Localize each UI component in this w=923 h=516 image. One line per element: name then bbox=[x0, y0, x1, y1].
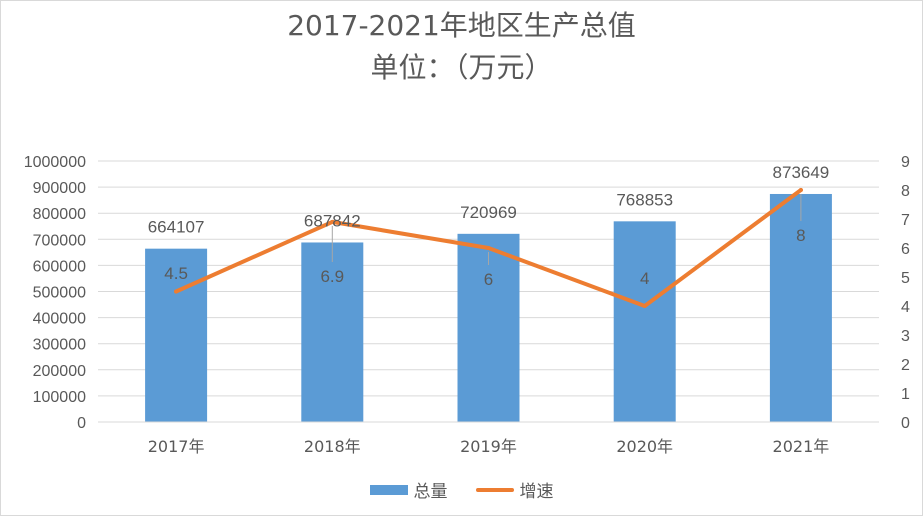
line-point bbox=[642, 304, 647, 308]
bar bbox=[613, 221, 676, 422]
y-right-tick-label: 9 bbox=[901, 154, 910, 171]
x-tick-label: 2019年 bbox=[460, 437, 517, 456]
y-right-tick-label: 4 bbox=[901, 299, 910, 316]
y-right-tick-label: 0 bbox=[901, 415, 910, 432]
bar-data-label: 664107 bbox=[148, 218, 205, 237]
line-data-label: 6.9 bbox=[320, 267, 344, 286]
bar bbox=[769, 193, 832, 422]
legend-label-bar: 总量 bbox=[413, 482, 448, 502]
y-left-tick-label: 500000 bbox=[33, 285, 86, 302]
y-left-tick-label: 100000 bbox=[33, 389, 86, 406]
y-right-tick-label: 8 bbox=[901, 183, 910, 200]
y-left-tick-label: 400000 bbox=[33, 311, 86, 328]
y-right-tick-label: 2 bbox=[901, 357, 910, 374]
x-tick-label: 2018年 bbox=[304, 437, 361, 456]
x-tick-label: 2020年 bbox=[616, 437, 673, 456]
y-right-tick-label: 5 bbox=[901, 270, 910, 287]
bar bbox=[457, 233, 520, 422]
y-left-tick-label: 200000 bbox=[33, 363, 86, 380]
legend-item-bar: 总量 bbox=[369, 477, 448, 502]
legend-line-swatch bbox=[475, 487, 514, 492]
y-left-tick-label: 0 bbox=[77, 415, 86, 432]
y-left-tick-label: 300000 bbox=[33, 337, 86, 354]
x-tick-label: 2017年 bbox=[148, 437, 205, 456]
line-point bbox=[798, 188, 803, 192]
x-tick-label: 2021年 bbox=[773, 437, 830, 456]
bar-data-label: 873649 bbox=[773, 163, 830, 182]
y-right-tick-label: 6 bbox=[901, 241, 910, 258]
chart-legend: 总量 增速 bbox=[1, 477, 922, 502]
chart-title: 2017-2021年地区生产总值 bbox=[287, 9, 636, 42]
bar-data-label: 687842 bbox=[304, 211, 361, 230]
line-data-label: 4 bbox=[640, 269, 649, 288]
bar bbox=[145, 248, 208, 422]
legend-label-line: 增速 bbox=[519, 482, 554, 502]
y-left-tick-label: 900000 bbox=[33, 180, 86, 197]
line-point bbox=[486, 246, 491, 250]
chart-subtitle: 单位：（万元） bbox=[370, 51, 553, 84]
bar bbox=[301, 242, 364, 422]
line-data-label: 8 bbox=[796, 226, 805, 245]
bar-data-label: 720969 bbox=[460, 203, 517, 222]
y-right-tick-label: 3 bbox=[901, 328, 910, 345]
line-data-label: 6 bbox=[484, 270, 493, 289]
y-left-tick-label: 1000000 bbox=[24, 154, 86, 171]
legend-item-line: 增速 bbox=[475, 477, 554, 502]
y-left-tick-label: 700000 bbox=[33, 232, 86, 249]
y-right-tick-label: 7 bbox=[901, 212, 910, 229]
y-right-tick-label: 1 bbox=[901, 386, 910, 403]
legend-bar-swatch bbox=[369, 484, 408, 495]
line-point bbox=[330, 219, 335, 224]
line-data-label: 4.5 bbox=[164, 264, 188, 283]
y-left-tick-label: 600000 bbox=[33, 258, 86, 275]
bar-data-label: 768853 bbox=[616, 190, 673, 209]
y-left-tick-label: 800000 bbox=[33, 206, 86, 223]
line-point bbox=[174, 289, 179, 294]
